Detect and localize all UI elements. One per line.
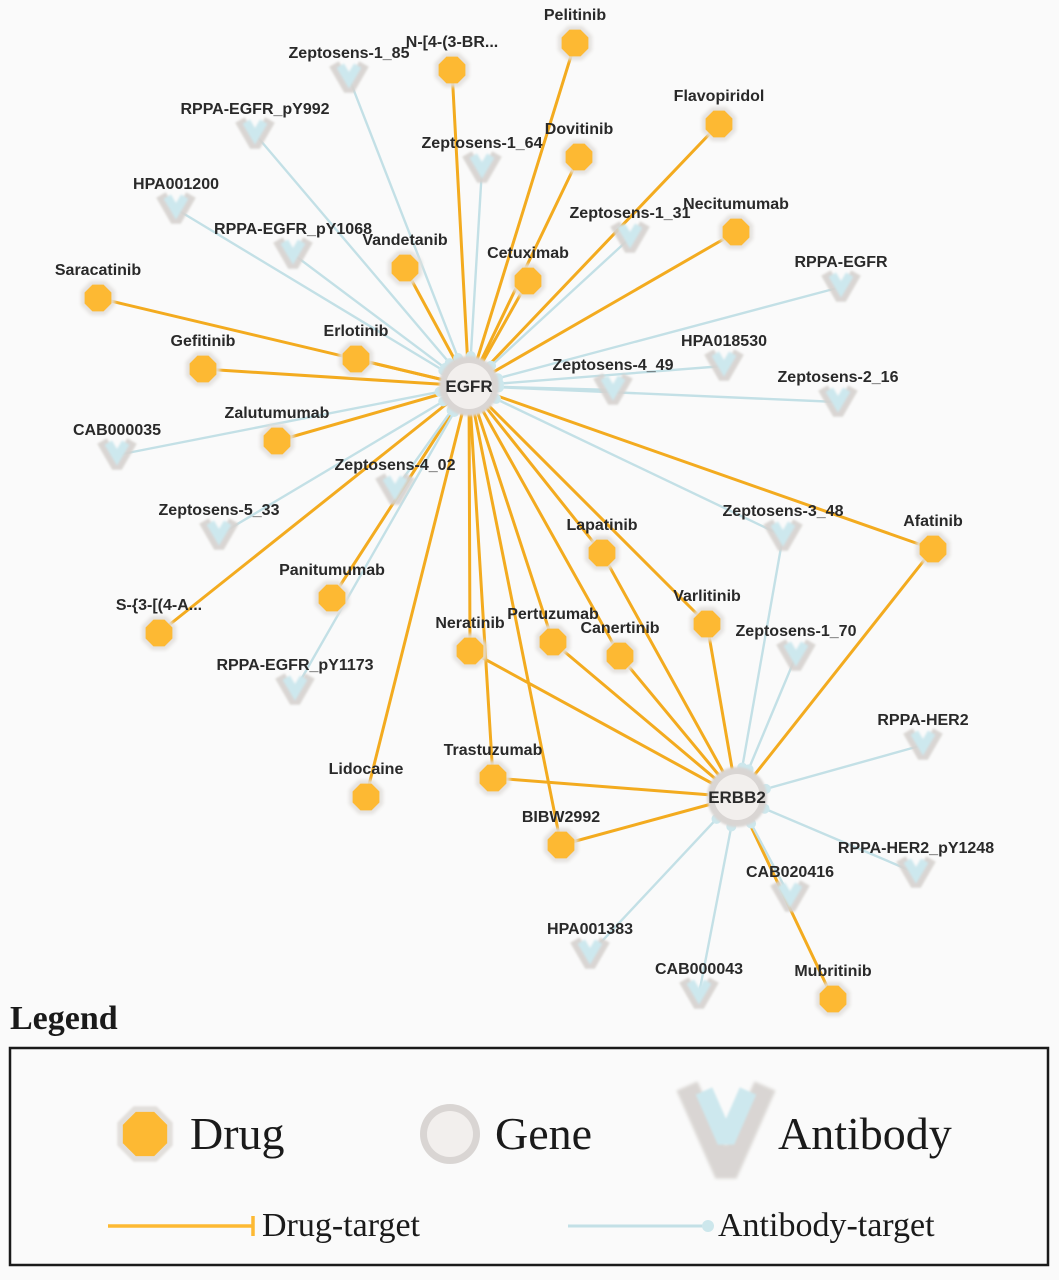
svg-text:ERBB2: ERBB2 — [708, 788, 766, 807]
svg-text:EGFR: EGFR — [445, 377, 492, 396]
